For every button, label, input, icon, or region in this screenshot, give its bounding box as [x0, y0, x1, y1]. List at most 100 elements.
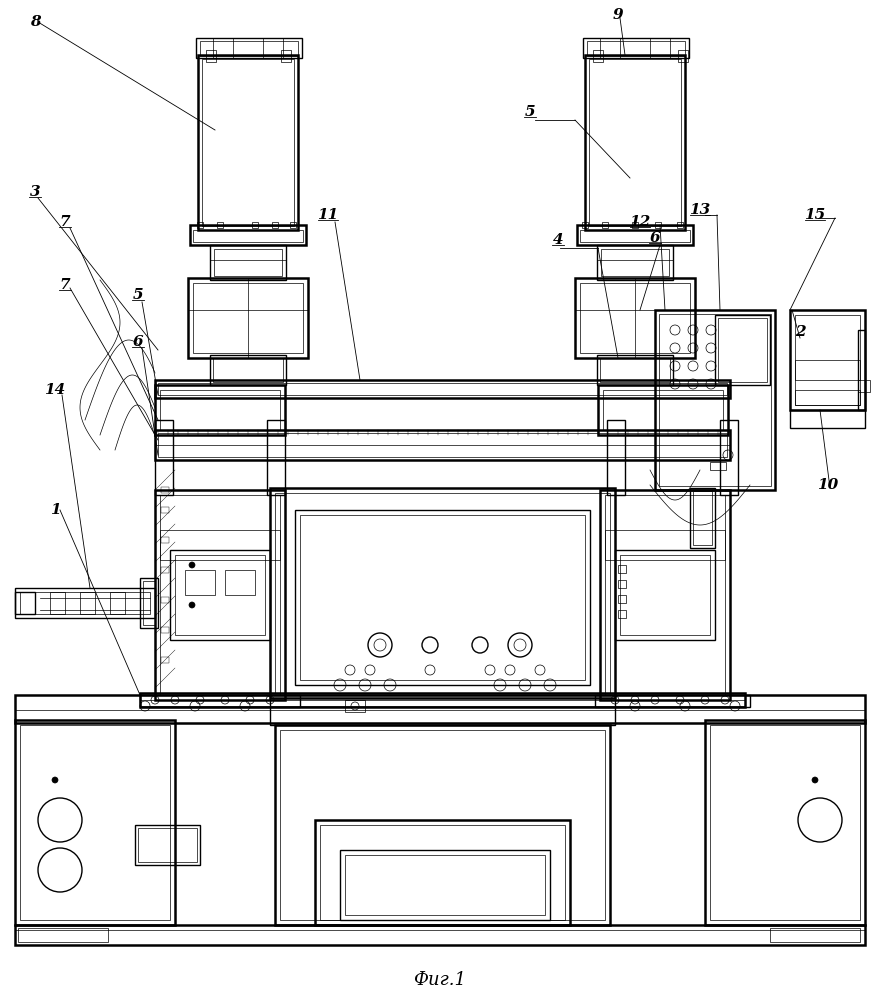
Bar — [620, 555, 710, 635]
Bar — [160, 530, 280, 560]
Bar — [345, 700, 365, 712]
Bar — [655, 310, 775, 490]
Bar — [225, 570, 255, 595]
Bar — [603, 390, 723, 430]
Bar — [15, 925, 865, 945]
Bar — [600, 358, 670, 382]
Bar — [659, 314, 771, 486]
Bar — [155, 420, 173, 495]
Bar — [155, 385, 285, 435]
Bar — [577, 225, 693, 245]
Text: 7: 7 — [60, 278, 70, 292]
Bar — [140, 693, 745, 707]
Bar — [340, 850, 550, 920]
Bar — [15, 695, 865, 723]
Bar — [161, 567, 169, 573]
Bar — [607, 420, 625, 495]
Bar — [252, 222, 258, 228]
Text: 6: 6 — [133, 335, 143, 349]
Bar — [275, 725, 610, 925]
Bar — [618, 565, 626, 573]
Text: 2: 2 — [795, 325, 805, 339]
Bar — [140, 695, 300, 707]
Bar — [295, 510, 590, 685]
Bar — [690, 488, 715, 548]
Text: 15: 15 — [804, 208, 825, 222]
Bar — [20, 592, 150, 614]
Bar — [770, 928, 860, 942]
Text: 11: 11 — [318, 208, 339, 222]
Bar — [580, 283, 690, 353]
Bar — [213, 358, 283, 382]
Bar — [155, 490, 285, 700]
Bar — [270, 695, 615, 725]
Bar — [160, 390, 280, 430]
Circle shape — [189, 562, 195, 568]
Bar — [135, 825, 200, 865]
Bar — [161, 537, 169, 543]
Bar — [602, 222, 608, 228]
Bar — [155, 430, 730, 460]
Bar — [267, 420, 285, 495]
Bar — [589, 59, 681, 226]
Bar — [718, 318, 767, 382]
Bar — [601, 249, 669, 276]
Bar — [272, 222, 278, 228]
Bar — [618, 595, 626, 603]
Bar — [597, 355, 673, 385]
Bar — [20, 725, 170, 920]
Bar — [110, 592, 125, 614]
Bar — [161, 507, 169, 513]
Bar — [585, 55, 685, 230]
Bar — [263, 38, 283, 58]
Bar — [650, 38, 670, 58]
Bar — [280, 730, 605, 920]
Bar — [618, 610, 626, 618]
Bar — [206, 50, 216, 62]
Text: 8: 8 — [30, 15, 40, 29]
Bar — [270, 488, 615, 698]
Bar — [161, 597, 169, 603]
Bar — [345, 855, 545, 915]
Bar — [593, 50, 603, 62]
Bar — [170, 550, 270, 640]
Bar — [597, 245, 673, 280]
Bar — [193, 283, 303, 353]
Bar — [198, 55, 298, 230]
Circle shape — [189, 602, 195, 608]
Text: 5: 5 — [524, 105, 535, 119]
Bar — [795, 390, 860, 405]
Text: 14: 14 — [44, 383, 66, 397]
Text: 6: 6 — [649, 231, 660, 245]
Bar — [50, 592, 65, 614]
Text: 1: 1 — [49, 503, 61, 517]
Bar — [678, 50, 688, 62]
Bar — [158, 433, 727, 457]
Bar — [214, 249, 282, 276]
Text: 12: 12 — [629, 215, 650, 229]
Bar — [300, 515, 585, 680]
Bar — [161, 487, 169, 493]
Bar — [161, 657, 169, 663]
Bar — [143, 581, 155, 625]
Bar — [655, 222, 661, 228]
Bar — [188, 278, 308, 358]
Bar — [720, 420, 738, 495]
Circle shape — [812, 777, 818, 783]
Bar — [582, 222, 588, 228]
Bar — [175, 555, 265, 635]
Bar — [575, 278, 695, 358]
Bar — [155, 380, 730, 398]
Bar — [595, 695, 750, 707]
Bar — [196, 38, 302, 58]
Bar — [632, 222, 638, 228]
Bar — [858, 380, 870, 392]
Bar — [705, 720, 865, 925]
Circle shape — [52, 777, 58, 783]
Bar — [210, 355, 286, 385]
Bar — [710, 462, 726, 470]
Bar — [15, 592, 35, 614]
Text: 7: 7 — [60, 215, 70, 229]
Bar — [795, 315, 860, 405]
Bar — [213, 38, 233, 58]
